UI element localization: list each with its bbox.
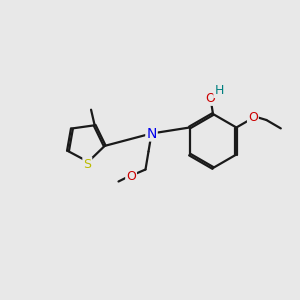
Text: O: O — [248, 111, 258, 124]
Text: N: N — [146, 127, 157, 140]
Text: S: S — [83, 158, 91, 171]
Text: O: O — [126, 170, 136, 183]
Text: H: H — [214, 84, 224, 97]
Text: O: O — [206, 92, 215, 105]
